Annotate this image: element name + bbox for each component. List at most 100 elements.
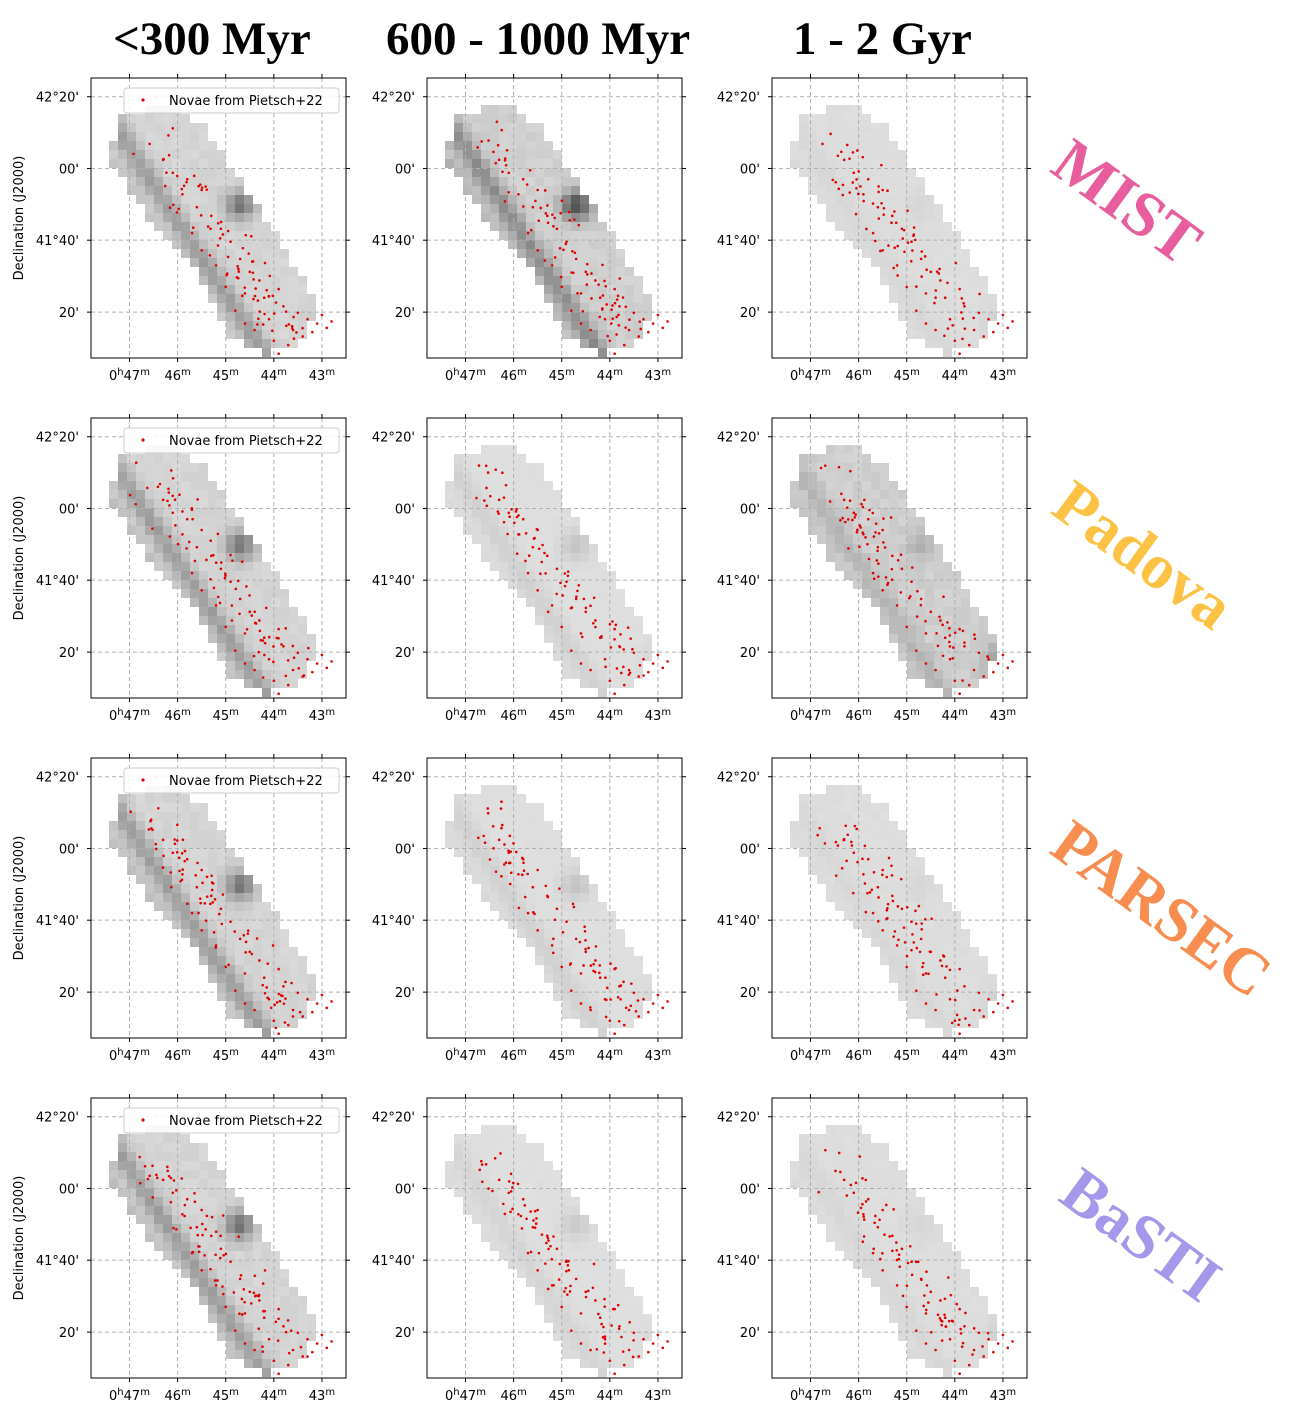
heatmap-cell xyxy=(253,983,262,992)
heatmap-cell xyxy=(607,679,616,688)
nova-point xyxy=(229,553,232,557)
heatmap-cell xyxy=(208,1197,217,1206)
nova-point xyxy=(823,842,827,845)
nova-point xyxy=(935,270,939,273)
nova-point xyxy=(958,967,961,971)
nova-point xyxy=(881,249,884,252)
heatmap-cell xyxy=(289,661,298,670)
heatmap-cell xyxy=(244,634,253,643)
heatmap-cell xyxy=(961,661,970,670)
heatmap-cell xyxy=(217,965,226,974)
heatmap-cell xyxy=(844,105,853,114)
heatmap-cell xyxy=(862,114,871,123)
nova-point xyxy=(614,623,618,627)
heatmap-cell xyxy=(508,123,517,132)
heatmap-cell xyxy=(526,848,535,857)
nova-point xyxy=(267,317,271,321)
nova-point xyxy=(219,220,223,224)
nova-point xyxy=(205,875,209,879)
heatmap-cell xyxy=(790,490,799,499)
heatmap-cell xyxy=(580,1001,589,1010)
heatmap-cell xyxy=(217,150,226,159)
heatmap-cell xyxy=(508,204,517,213)
heatmap-cell xyxy=(217,1269,226,1278)
heatmap-cell xyxy=(472,535,481,544)
heatmap-cell xyxy=(535,857,544,866)
heatmap-cell xyxy=(943,1028,952,1037)
heatmap-cell xyxy=(625,1341,634,1350)
nova-point xyxy=(526,911,530,915)
heatmap-cell xyxy=(598,929,607,938)
nova-point xyxy=(594,1299,597,1302)
heatmap-cell xyxy=(235,1305,244,1314)
nova-point xyxy=(972,668,976,672)
heatmap-cell xyxy=(853,159,862,168)
heatmap-cell xyxy=(589,992,598,1001)
heatmap-cell xyxy=(634,1296,643,1305)
nova-point xyxy=(851,518,854,522)
heatmap-cell xyxy=(226,616,235,625)
heatmap-cell xyxy=(217,947,226,956)
nova-point xyxy=(627,668,631,672)
heatmap-cell xyxy=(208,1188,217,1197)
nova-point xyxy=(584,1290,588,1294)
heatmap-cell xyxy=(808,472,817,481)
nova-point xyxy=(855,827,859,831)
nova-point xyxy=(229,920,232,923)
heatmap-cell xyxy=(163,499,172,508)
nova-point xyxy=(905,905,909,909)
heatmap-cell xyxy=(526,526,535,535)
nova-point xyxy=(613,692,616,695)
heatmap-cell xyxy=(253,947,262,956)
heatmap-cell xyxy=(589,1287,598,1296)
heatmap-cell xyxy=(517,902,526,911)
heatmap-cell xyxy=(790,141,799,150)
heatmap-cell xyxy=(172,1179,181,1188)
nova-point xyxy=(552,937,555,941)
heatmap-cell xyxy=(889,222,898,231)
heatmap-cell xyxy=(934,965,943,974)
heatmap-cell xyxy=(271,1332,280,1341)
nova-point xyxy=(146,486,149,490)
heatmap-cell xyxy=(925,580,934,589)
nova-point xyxy=(611,304,614,307)
heatmap-cell xyxy=(625,1287,634,1296)
heatmap-cell xyxy=(979,983,988,992)
heatmap-cell xyxy=(127,499,136,508)
nova-point xyxy=(894,221,898,225)
heatmap-cell xyxy=(826,794,835,803)
heatmap-cell xyxy=(280,992,289,1001)
heatmap-cell xyxy=(481,195,490,204)
nova-point xyxy=(177,207,180,211)
heatmap-cell xyxy=(598,589,607,598)
heatmap-cell xyxy=(217,1233,226,1242)
heatmap-cell xyxy=(898,911,907,920)
heatmap-cell xyxy=(154,1188,163,1197)
nova-point xyxy=(628,671,632,675)
heatmap-cell xyxy=(235,1287,244,1296)
heatmap-cell xyxy=(190,159,199,168)
heatmap-cell xyxy=(481,150,490,159)
heatmap-cell xyxy=(817,821,826,830)
heatmap-cell xyxy=(925,1001,934,1010)
heatmap-cell xyxy=(298,634,307,643)
heatmap-cell xyxy=(544,1224,553,1233)
heatmap-cell xyxy=(244,1260,253,1269)
nova-point xyxy=(216,221,220,225)
nova-point xyxy=(244,233,248,237)
nova-point xyxy=(910,920,913,923)
heatmap-cell xyxy=(526,1269,535,1278)
heatmap-cell xyxy=(154,454,163,463)
heatmap-cell xyxy=(553,249,562,258)
nova-point xyxy=(224,285,228,289)
heatmap-cell xyxy=(625,267,634,276)
heatmap-cell xyxy=(154,213,163,222)
heatmap-cell xyxy=(199,607,208,616)
heatmap-cell xyxy=(136,1188,145,1197)
heatmap-cell xyxy=(571,204,580,213)
nova-point xyxy=(243,286,247,289)
heatmap-cell xyxy=(208,508,217,517)
heatmap-cell xyxy=(481,1179,490,1188)
heatmap-cell xyxy=(853,839,862,848)
heatmap-cell xyxy=(571,1269,580,1278)
